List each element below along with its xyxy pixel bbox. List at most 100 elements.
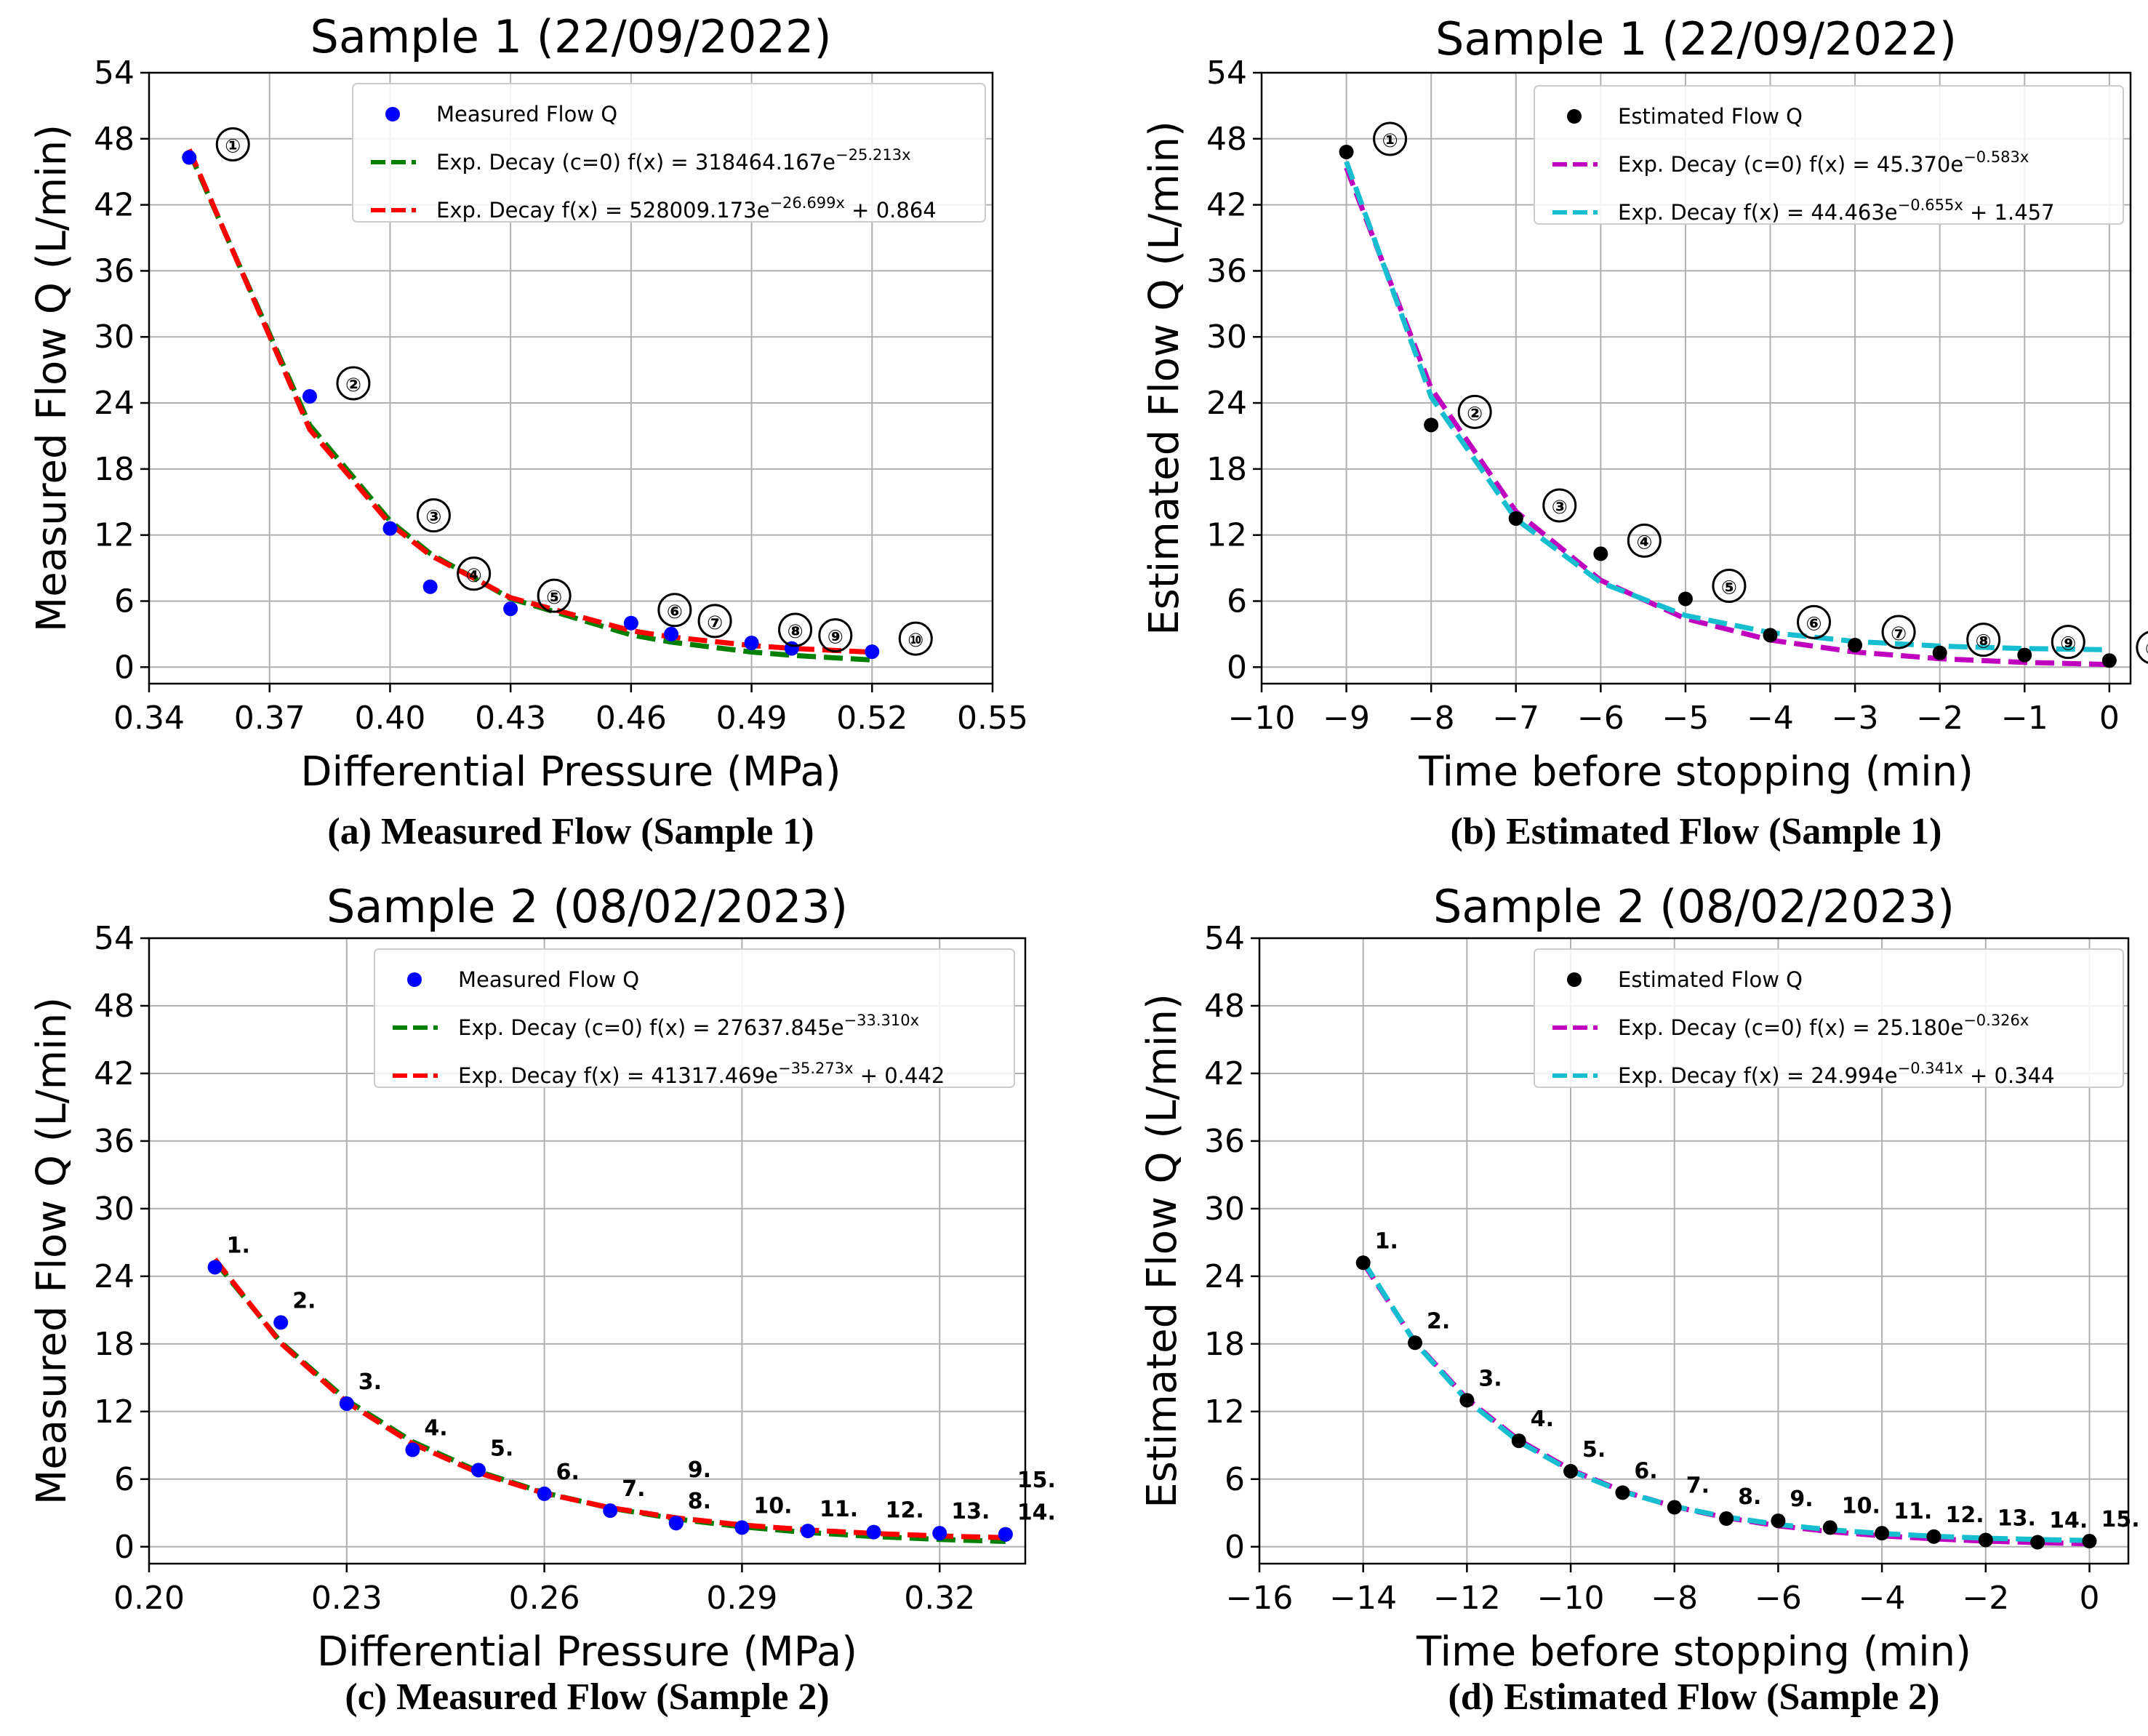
y-tick-label: 6 bbox=[1225, 1461, 1245, 1498]
x-tick-label: −9 bbox=[1323, 700, 1370, 737]
point-annotation: 14. bbox=[1017, 1500, 1056, 1526]
data-point bbox=[668, 1516, 684, 1531]
y-tick-label: 18 bbox=[1204, 1326, 1245, 1363]
point-annotation: 1. bbox=[227, 1233, 250, 1258]
data-point bbox=[2101, 653, 2117, 668]
legend-label-text: Estimated Flow Q bbox=[1618, 967, 1803, 992]
y-tick-label: 24 bbox=[1204, 1258, 1245, 1295]
point-annotation: 7. bbox=[622, 1476, 645, 1502]
legend: Measured Flow Q Exp. Decay (c=0) f(x) = 3… bbox=[352, 83, 986, 223]
x-tick-label: −1 bbox=[2001, 700, 2048, 737]
legend-label: Exp. Decay f(x) = 24.994e−0.341x + 0.344 bbox=[1618, 1060, 2055, 1088]
x-axis-label: Time before stopping (min) bbox=[1418, 748, 1973, 796]
y-tick-label: 12 bbox=[94, 517, 135, 554]
x-tick-label: 0.43 bbox=[475, 700, 546, 737]
y-tick-label: 6 bbox=[1227, 583, 1247, 620]
legend-label: Exp. Decay (c=0) f(x) = 25.180e−0.326x bbox=[1618, 1012, 2029, 1040]
point-annotation: ⑩ bbox=[907, 630, 923, 652]
point-annotation: ⑥ bbox=[1806, 613, 1822, 635]
legend-offset: + 0.344 bbox=[1963, 1063, 2055, 1088]
chart-title: Sample 1 (22/09/2022) bbox=[310, 10, 831, 63]
x-tick-label: −8 bbox=[1651, 1580, 1698, 1617]
x-tick-label: 0 bbox=[2099, 700, 2120, 737]
data-point bbox=[422, 579, 438, 594]
legend-offset: + 0.864 bbox=[845, 198, 937, 223]
x-tick-label: −3 bbox=[1832, 700, 1879, 737]
x-tick-label: 0.20 bbox=[113, 1580, 185, 1617]
x-tick-label: −8 bbox=[1408, 700, 1455, 737]
data-point bbox=[603, 1503, 618, 1519]
y-tick-label: 54 bbox=[94, 55, 135, 92]
data-point bbox=[1978, 1532, 1993, 1548]
point-annotation: ⑤ bbox=[1721, 577, 1737, 599]
y-tick-label: 36 bbox=[1206, 252, 1247, 289]
y-tick-label: 30 bbox=[94, 319, 135, 356]
data-point bbox=[1678, 591, 1693, 607]
data-point bbox=[1424, 417, 1439, 433]
chart-title: Sample 2 (08/02/2023) bbox=[326, 880, 848, 933]
data-point bbox=[537, 1486, 552, 1501]
x-tick-label: 0.46 bbox=[596, 700, 667, 737]
legend-frame bbox=[352, 83, 986, 223]
x-tick-label: 0.37 bbox=[234, 700, 305, 737]
y-tick-label: 54 bbox=[1206, 55, 1247, 92]
annotation-circle bbox=[1373, 121, 1408, 156]
legend-label: Measured Flow Q bbox=[458, 967, 639, 992]
legend-label-text: Estimated Flow Q bbox=[1618, 104, 1803, 129]
annotation-circle bbox=[537, 578, 572, 613]
legend-label-text: Exp. Decay f(x) = 528009.173e bbox=[436, 198, 769, 223]
y-axis-label: Measured Flow Q (L/min) bbox=[28, 124, 76, 632]
data-point bbox=[1822, 1520, 1838, 1535]
data-point bbox=[744, 636, 759, 650]
point-annotation: 6. bbox=[556, 1460, 580, 1485]
x-tick-label: −6 bbox=[1755, 1580, 1802, 1617]
legend-marker bbox=[385, 107, 400, 121]
point-annotation: 3. bbox=[1478, 1366, 1502, 1391]
figure-caption: (b) Estimated Flow (Sample 1) bbox=[1451, 811, 1942, 852]
point-annotation: ④ bbox=[1636, 532, 1652, 553]
x-tick-label: −4 bbox=[1747, 700, 1794, 737]
plot-frame bbox=[1260, 71, 2132, 685]
annotation-circle bbox=[1881, 615, 1916, 649]
point-annotation: ⑨ bbox=[2060, 633, 2076, 655]
x-tick-label: 0.26 bbox=[509, 1580, 580, 1617]
figure-caption: (c) Measured Flow (Sample 2) bbox=[345, 1676, 829, 1718]
annotation-circle bbox=[2136, 631, 2148, 664]
y-tick-label: 12 bbox=[1206, 517, 1247, 554]
point-annotation: ③ bbox=[1552, 497, 1568, 519]
data-point bbox=[1408, 1335, 1423, 1351]
annotation-circle bbox=[1457, 394, 1492, 429]
x-tick-label: 0.52 bbox=[836, 700, 907, 737]
data-point bbox=[1339, 144, 1354, 159]
legend-label: Exp. Decay (c=0) f(x) = 27637.845e−33.31… bbox=[458, 1012, 919, 1040]
legend-marker bbox=[1567, 109, 1582, 124]
fit-curve-2 bbox=[1344, 161, 2109, 652]
point-annotation: ③ bbox=[425, 507, 441, 529]
point-annotation: 8. bbox=[688, 1489, 711, 1514]
y-tick-label: 6 bbox=[114, 583, 135, 620]
point-annotation: ⑨ bbox=[827, 627, 843, 649]
data-point bbox=[2030, 1535, 2045, 1550]
legend-label: Exp. Decay f(x) = 528009.173e−26.699x + … bbox=[436, 194, 937, 223]
point-annotation: ⑥ bbox=[667, 601, 683, 623]
y-tick-label: 24 bbox=[94, 385, 135, 422]
point-annotation: 5. bbox=[490, 1436, 513, 1461]
legend-offset: + 1.457 bbox=[1963, 200, 2055, 225]
point-annotation: 6. bbox=[1634, 1458, 1657, 1484]
y-tick-label: 0 bbox=[114, 1529, 135, 1566]
point-annotation: 10. bbox=[1842, 1493, 1880, 1519]
x-tick-label: −7 bbox=[1492, 700, 1539, 737]
data-point bbox=[1932, 645, 1947, 660]
point-annotation: 10. bbox=[753, 1493, 792, 1519]
y-tick-label: 0 bbox=[1227, 649, 1247, 686]
point-annotation: 12. bbox=[1945, 1503, 1984, 1528]
data-point bbox=[1593, 546, 1608, 561]
data-point bbox=[1511, 1433, 1526, 1449]
point-annotation: 13. bbox=[1997, 1505, 2036, 1531]
y-tick-label: 42 bbox=[94, 187, 135, 224]
legend-label-text: Exp. Decay (c=0) f(x) = 45.370e bbox=[1618, 152, 1963, 177]
x-axis-label: Differential Pressure (MPa) bbox=[317, 1628, 857, 1676]
point-annotation: 13. bbox=[951, 1499, 990, 1524]
legend-offset: + 0.442 bbox=[854, 1063, 945, 1088]
legend-label-text: Exp. Decay (c=0) f(x) = 27637.845e bbox=[458, 1015, 844, 1040]
